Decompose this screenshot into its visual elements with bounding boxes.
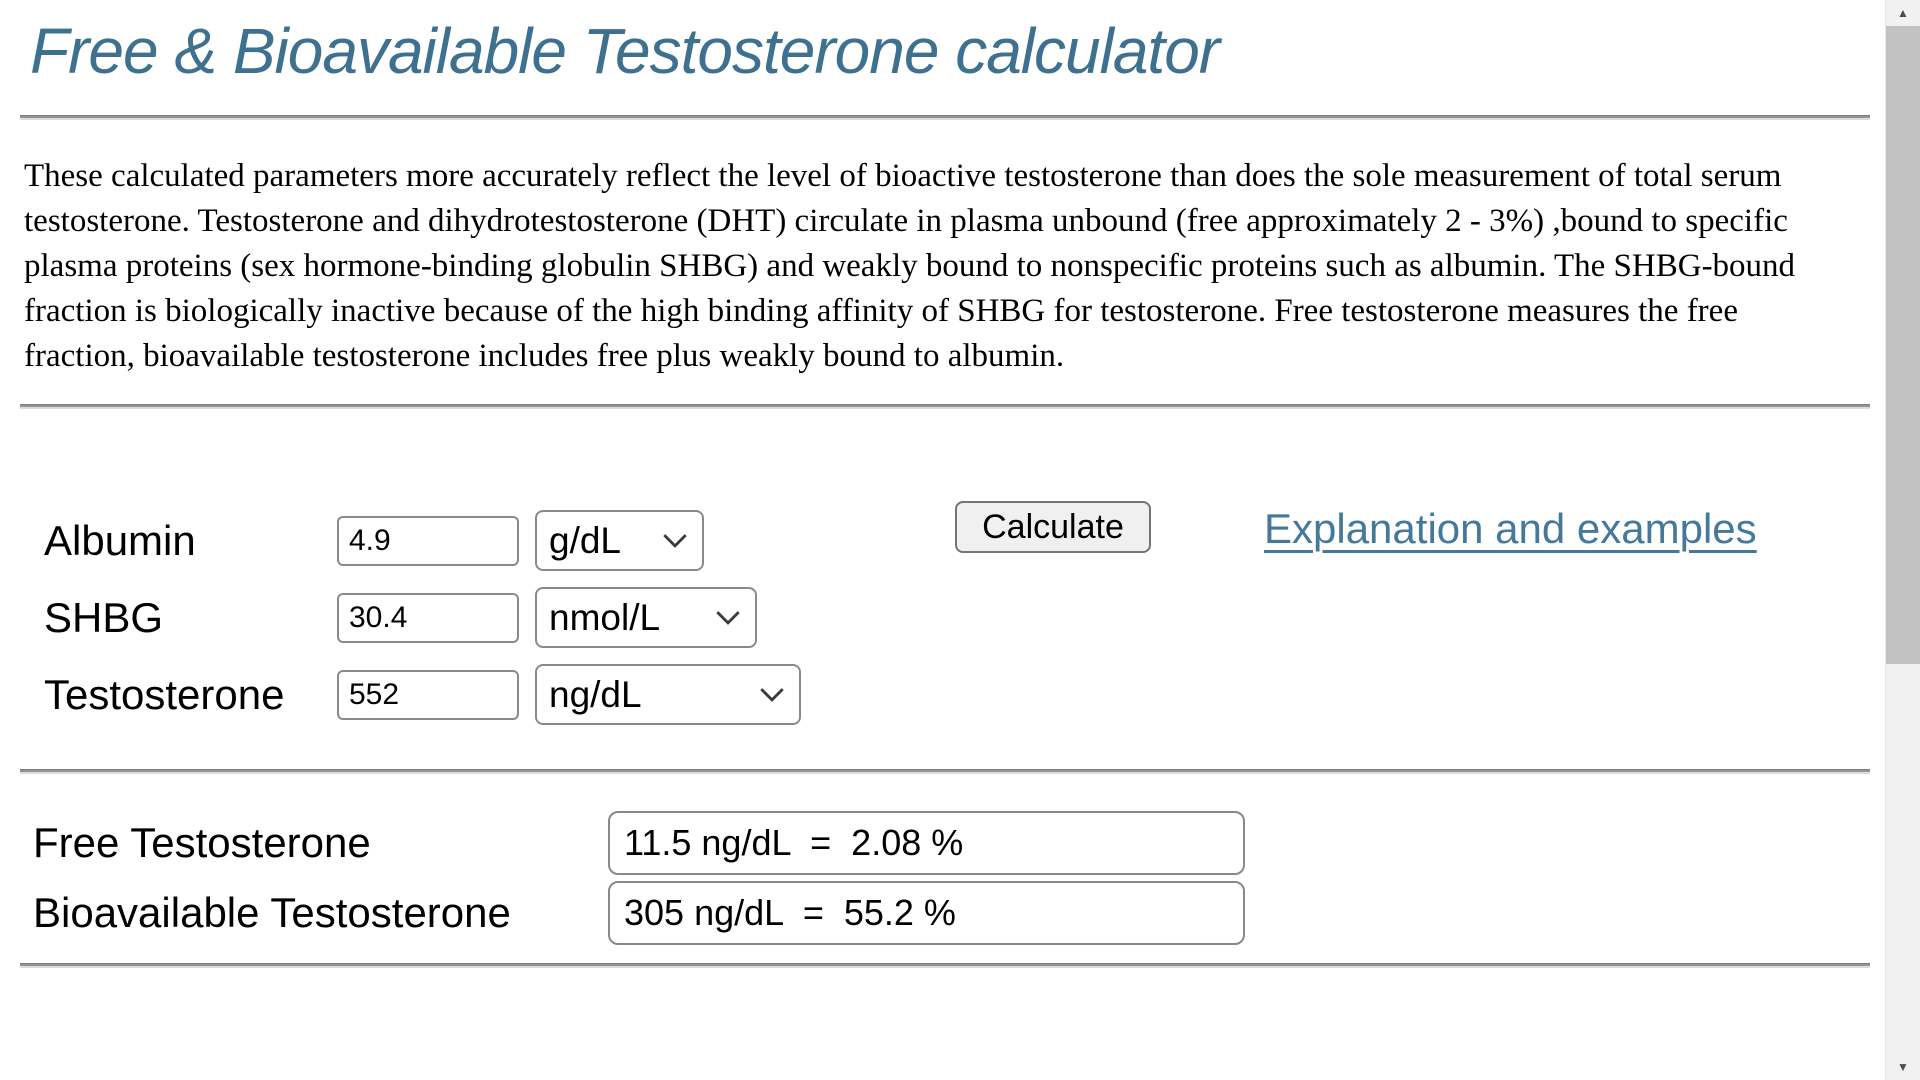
scrollbar-thumb[interactable] (1886, 26, 1920, 664)
bioavailable-testosterone-row: Bioavailable Testosterone 305 ng/dL = 55… (24, 878, 1886, 948)
free-testosterone-label: Free Testosterone (33, 819, 371, 866)
chevron-down-icon (716, 611, 740, 625)
scroll-up-icon: ▲ (1897, 6, 1909, 20)
description-text: These calculated parameters more accurat… (24, 158, 1796, 374)
divider (20, 963, 1870, 968)
scrollbar[interactable]: ▲ ▼ (1885, 0, 1920, 1080)
chevron-down-icon (760, 688, 784, 702)
page: Free & Bioavailable Testosterone calcula… (0, 14, 1886, 1080)
shbg-row: SHBG nmol/L (44, 579, 1886, 656)
albumin-label: Albumin (44, 516, 196, 564)
shbg-unit-value: nmol/L (549, 596, 661, 638)
free-testosterone-row: Free Testosterone 11.5 ng/dL = 2.08 % (24, 808, 1886, 878)
bioavailable-testosterone-value: 305 ng/dL = 55.2 % (624, 892, 956, 933)
testosterone-unit-select[interactable]: ng/dL (535, 664, 801, 725)
albumin-row: Albumin g/dL (44, 502, 1886, 579)
shbg-label: SHBG (44, 593, 164, 641)
page-title: Free & Bioavailable Testosterone calcula… (30, 15, 1220, 87)
albumin-input[interactable] (337, 515, 519, 566)
scrollbar-down-button[interactable]: ▼ (1886, 1054, 1920, 1080)
testosterone-row: Testosterone ng/dL (44, 656, 1886, 733)
albumin-unit-select[interactable]: g/dL (535, 510, 704, 571)
scrollbar-up-button[interactable]: ▲ (1886, 0, 1920, 26)
chevron-down-icon (663, 534, 687, 548)
shbg-input[interactable] (337, 592, 519, 643)
testosterone-input[interactable] (337, 669, 519, 720)
results-section: Free Testosterone 11.5 ng/dL = 2.08 % Bi… (24, 774, 1886, 948)
bioavailable-testosterone-label: Bioavailable Testosterone (33, 889, 511, 936)
shbg-unit-select[interactable]: nmol/L (535, 587, 757, 648)
calculator-form: Albumin g/dL SHBG nmol/L Testosterone (24, 409, 1886, 769)
albumin-unit-value: g/dL (549, 519, 622, 561)
testosterone-label: Testosterone (44, 670, 285, 718)
divider (20, 115, 1870, 120)
calculate-button[interactable]: Calculate (955, 501, 1151, 553)
free-testosterone-value: 11.5 ng/dL = 2.08 % (624, 822, 964, 863)
free-testosterone-result: 11.5 ng/dL = 2.08 % (608, 811, 1245, 875)
explanation-link[interactable]: Explanation and examples (1264, 505, 1757, 552)
divider (20, 769, 1870, 774)
scroll-down-icon: ▼ (1897, 1060, 1909, 1074)
divider (20, 404, 1870, 409)
bioavailable-testosterone-result: 305 ng/dL = 55.2 % (608, 881, 1245, 945)
testosterone-unit-value: ng/dL (549, 673, 642, 715)
